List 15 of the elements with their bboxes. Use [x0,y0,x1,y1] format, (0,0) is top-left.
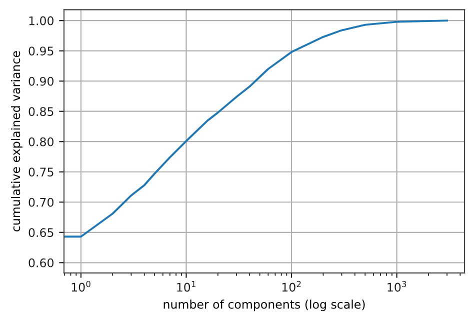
x-tick-label: 10$^{0}$ [72,280,90,292]
x-tick-label: 10$^{3}$ [388,280,406,292]
x-tick-label: 10$^{1}$ [177,281,196,292]
y-tick-label: 0.70 [28,198,54,207]
y-tick-label: 1.00 [29,16,54,26]
y-tick-label: 0.90 [28,76,54,86]
y-tick-label: 0.65 [28,228,54,238]
x-tick-label: 10$^{2}$ [282,280,301,292]
y-tick-label: 0.80 [28,137,54,146]
y-tick-label: 0.95 [28,46,54,56]
y-tick-label: 0.75 [28,168,54,177]
y-axis-title: cumulative explained variance [11,51,22,232]
y-tick-label: 0.85 [28,107,54,116]
x-axis-title: number of components (log scale) [164,300,365,312]
y-tick-label: 0.60 [28,258,54,268]
